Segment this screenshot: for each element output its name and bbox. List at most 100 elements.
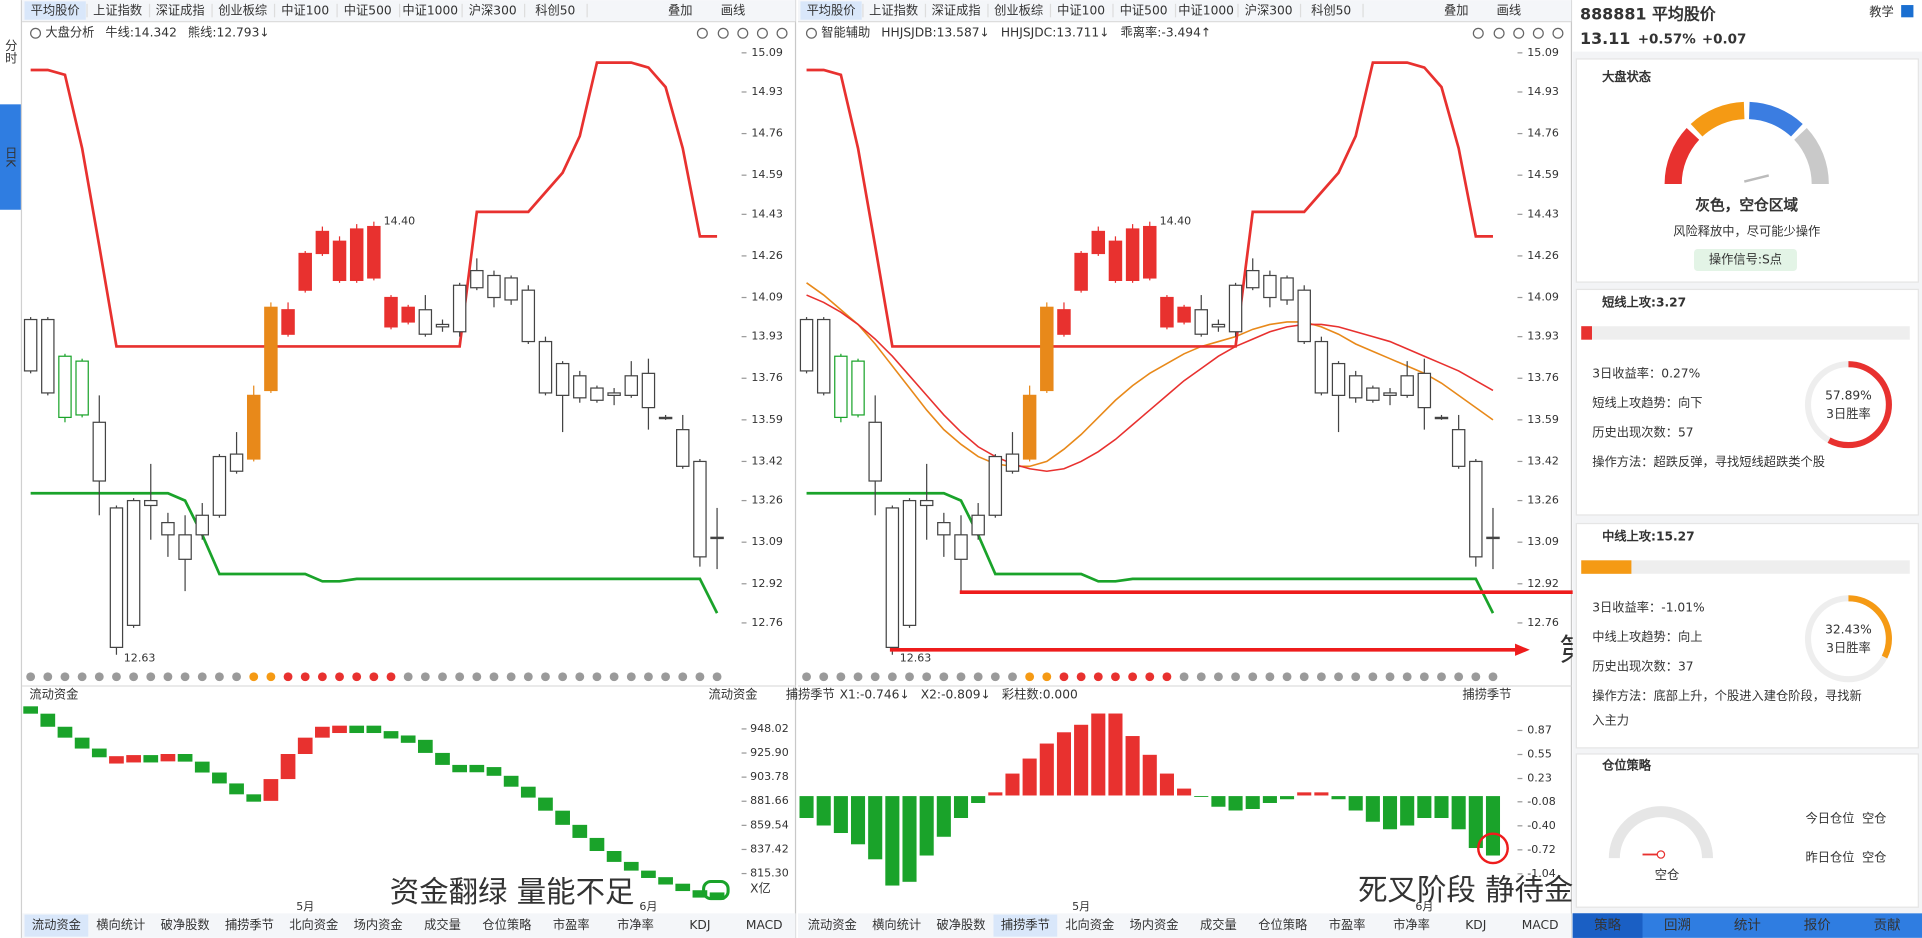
top-tab[interactable]: 科创50 [535, 4, 575, 18]
period-tab[interactable]: 分时 [3, 39, 17, 64]
signal-dot[interactable] [1213, 672, 1223, 682]
tool-icon[interactable] [1493, 27, 1505, 39]
signal-dot[interactable] [644, 672, 653, 682]
signal-dot[interactable] [163, 672, 173, 682]
signal-dot[interactable] [1351, 672, 1361, 682]
sidebar-tab[interactable]: 报价 [1804, 918, 1831, 934]
bottom-tab[interactable]: 仓位策略 [482, 917, 532, 932]
signal-dot[interactable] [266, 672, 276, 682]
top-tab[interactable]: 中证500 [344, 3, 392, 18]
signal-dot[interactable] [1128, 672, 1138, 682]
signal-dot[interactable] [1196, 672, 1206, 682]
tool-icon[interactable] [1513, 27, 1525, 39]
signal-dot[interactable] [558, 672, 568, 682]
top-tab[interactable]: 中证100 [281, 3, 329, 18]
top-tab[interactable]: 沪深300 [469, 4, 517, 18]
signal-dot[interactable] [1025, 672, 1035, 682]
tool-icon[interactable] [1532, 27, 1544, 39]
top-tab[interactable]: 上证指数 [93, 3, 142, 18]
signal-dot[interactable] [523, 672, 533, 682]
tool-icon[interactable] [1472, 27, 1484, 39]
bottom-tab[interactable]: KDJ [1465, 918, 1486, 932]
signal-dot[interactable] [922, 672, 932, 682]
signal-dot[interactable] [1419, 672, 1429, 682]
signal-dot[interactable] [575, 672, 585, 682]
signal-dot[interactable] [1093, 672, 1103, 682]
signal-dot[interactable] [317, 672, 327, 682]
bottom-tab[interactable]: 北向资金 [289, 917, 338, 932]
teach-link[interactable]: 教学 [1869, 4, 1894, 19]
bottom-tab[interactable]: 市盈率 [553, 917, 590, 932]
signal-dot[interactable] [956, 672, 966, 682]
top-tab[interactable]: 上证指数 [869, 3, 918, 18]
signal-dot[interactable] [973, 672, 983, 682]
signal-dot[interactable] [283, 672, 293, 682]
signal-dot[interactable] [1248, 672, 1258, 682]
signal-dot[interactable] [214, 672, 224, 682]
signal-dot[interactable] [1454, 672, 1464, 682]
overlay-button[interactable]: 叠加 [668, 4, 692, 18]
bottom-tab[interactable]: 破净股数 [937, 917, 986, 932]
top-tab[interactable]: 深证成指 [156, 3, 205, 18]
signal-dot[interactable] [1111, 672, 1120, 682]
bottom-tab[interactable]: 成交量 [1200, 917, 1237, 932]
top-tab[interactable]: 平均股价 [807, 4, 856, 18]
signal-dot[interactable] [990, 672, 1000, 682]
signal-dot[interactable] [905, 672, 914, 682]
bottom-tab[interactable]: 横向统计 [96, 917, 145, 932]
signal-dot[interactable] [1231, 672, 1240, 682]
signal-dot[interactable] [77, 672, 87, 682]
bottom-tab[interactable]: MACD [746, 918, 783, 932]
signal-dot[interactable] [94, 672, 104, 682]
sidebar-tab[interactable]: 回溯 [1664, 918, 1691, 934]
top-tab[interactable]: 沪深300 [1245, 4, 1293, 18]
bottom-tab[interactable]: 横向统计 [872, 917, 921, 932]
tool-icon[interactable] [737, 27, 749, 39]
signal-dot[interactable] [112, 672, 121, 682]
signal-dot[interactable] [60, 672, 70, 682]
signal-dot[interactable] [819, 672, 829, 682]
top-tab[interactable]: 中证500 [1120, 3, 1168, 18]
signal-dot[interactable] [438, 672, 447, 682]
signal-dot[interactable] [1299, 672, 1309, 682]
signal-dot[interactable] [455, 672, 465, 682]
bottom-tab[interactable]: 捕捞季节 [225, 917, 274, 932]
signal-dot[interactable] [249, 672, 259, 682]
signal-dot[interactable] [695, 672, 705, 682]
bottom-tab[interactable]: 场内资金 [1130, 917, 1179, 932]
signal-dot[interactable] [506, 672, 516, 682]
signal-dot[interactable] [541, 672, 550, 682]
top-tab[interactable]: 中证100 [1057, 3, 1105, 18]
signal-dot[interactable] [870, 672, 880, 682]
signal-dot[interactable] [1076, 672, 1086, 682]
signal-dot[interactable] [197, 672, 207, 682]
bottom-tab[interactable]: 市净率 [617, 917, 654, 932]
signal-dot[interactable] [1488, 672, 1498, 682]
draw-button[interactable]: 画线 [721, 4, 746, 18]
sidebar-tab[interactable]: 统计 [1734, 918, 1761, 934]
signal-dot[interactable] [1179, 672, 1189, 682]
bottom-tab[interactable]: 场内资金 [354, 917, 403, 932]
signal-dot[interactable] [1042, 672, 1052, 682]
signal-dot[interactable] [369, 672, 379, 682]
signal-dot[interactable] [678, 672, 688, 682]
signal-dot[interactable] [939, 672, 949, 682]
bottom-tab[interactable]: 捕捞季节 [1001, 917, 1050, 932]
signal-dot[interactable] [403, 672, 413, 682]
signal-dot[interactable] [1316, 672, 1326, 682]
signal-dot[interactable] [300, 672, 310, 682]
signal-dot[interactable] [26, 672, 36, 682]
signal-dot[interactable] [1265, 672, 1275, 682]
draw-button[interactable]: 画线 [1497, 4, 1522, 18]
signal-dot[interactable] [1145, 672, 1155, 682]
top-tab[interactable]: 创业板综 [994, 4, 1043, 18]
signal-dot[interactable] [1282, 672, 1292, 682]
bottom-tab[interactable]: MACD [1522, 918, 1559, 932]
top-tab[interactable]: 创业板综 [218, 4, 267, 18]
signal-dot[interactable] [129, 672, 139, 682]
signal-dot[interactable] [887, 672, 897, 682]
period-tab[interactable]: 日K [3, 147, 17, 168]
top-tab[interactable]: 深证成指 [932, 3, 981, 18]
top-tab[interactable]: 平均股价 [31, 4, 80, 18]
signal-dot[interactable] [43, 672, 53, 682]
